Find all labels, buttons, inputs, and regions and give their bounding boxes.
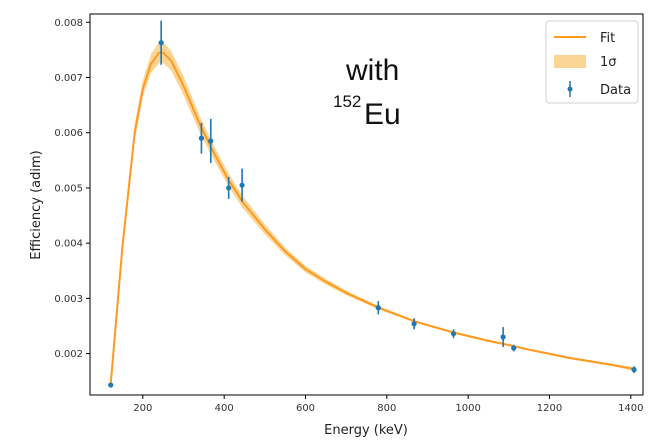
data-point xyxy=(158,40,164,46)
x-tick-label: 600 xyxy=(296,403,315,414)
legend-band-swatch xyxy=(554,55,586,68)
data-point xyxy=(631,367,637,373)
data-point xyxy=(500,334,506,340)
x-axis-label: Energy (keV) xyxy=(324,423,408,438)
data-point xyxy=(511,345,517,351)
x-tick-label: 1000 xyxy=(455,403,480,414)
x-tick-label: 400 xyxy=(215,403,234,414)
axis-ticks: 200 400 600 800 1000 1200 1400 0.002 0.003 0.004 0… xyxy=(54,18,643,414)
y-tick-label: 0.004 xyxy=(54,239,83,250)
legend-box xyxy=(545,20,639,104)
x-tick-label: 1400 xyxy=(618,403,643,414)
x-tick-label: 1200 xyxy=(537,403,562,414)
data-point xyxy=(375,305,381,311)
data-point xyxy=(198,135,205,141)
y-tick-label: 0.003 xyxy=(54,294,83,305)
axes-frame xyxy=(89,13,644,396)
x-tick-label: 200 xyxy=(133,403,152,414)
y-tick-label: 0.007 xyxy=(54,73,83,84)
legend: Fit 1σ Data xyxy=(545,20,639,104)
plot-area xyxy=(108,20,637,388)
annotation-with: with xyxy=(345,54,399,87)
y-axis-label: Efficiency (adim) xyxy=(29,150,44,259)
data-point xyxy=(108,382,114,388)
legend-band-label: 1σ xyxy=(600,55,617,70)
annotation-isotope-mass: 152 xyxy=(333,92,361,111)
data-point xyxy=(450,331,457,337)
x-tick-label: 800 xyxy=(377,403,396,414)
data-point xyxy=(239,182,245,188)
fit-line xyxy=(109,51,635,385)
data-point xyxy=(208,138,214,144)
y-tick-label: 0.005 xyxy=(54,183,83,194)
legend-data-label: Data xyxy=(600,83,631,98)
data-point xyxy=(411,321,417,327)
y-tick-label: 0.006 xyxy=(54,128,83,139)
legend-fit-label: Fit xyxy=(600,31,615,46)
data-point xyxy=(226,185,232,191)
annotation-isotope-symbol: Eu xyxy=(364,98,401,131)
legend-data-marker xyxy=(567,86,573,92)
y-tick-label: 0.002 xyxy=(54,349,83,360)
y-tick-label: 0.008 xyxy=(54,18,83,29)
